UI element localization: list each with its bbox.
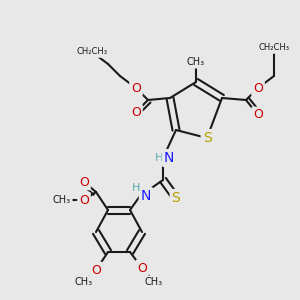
Text: CH₂CH₃: CH₂CH₃ — [76, 47, 107, 56]
Text: N: N — [141, 189, 151, 203]
Text: O: O — [137, 262, 147, 275]
Text: O: O — [79, 194, 89, 206]
Text: O: O — [131, 106, 141, 118]
Text: H: H — [155, 153, 163, 163]
Text: O: O — [131, 82, 141, 94]
Text: CH₃: CH₃ — [187, 57, 205, 67]
Text: S: S — [202, 131, 211, 145]
Text: S: S — [172, 191, 180, 205]
Text: CH₃: CH₃ — [75, 277, 93, 287]
Text: O: O — [253, 109, 263, 122]
Text: CH₃: CH₃ — [145, 277, 163, 287]
Text: O: O — [91, 263, 101, 277]
Text: CH₃: CH₃ — [53, 195, 71, 205]
Text: CH₂CH₃: CH₂CH₃ — [259, 44, 290, 52]
Text: N: N — [164, 151, 174, 165]
Text: H: H — [132, 183, 140, 193]
Text: O: O — [79, 176, 89, 188]
Text: O: O — [253, 82, 263, 94]
